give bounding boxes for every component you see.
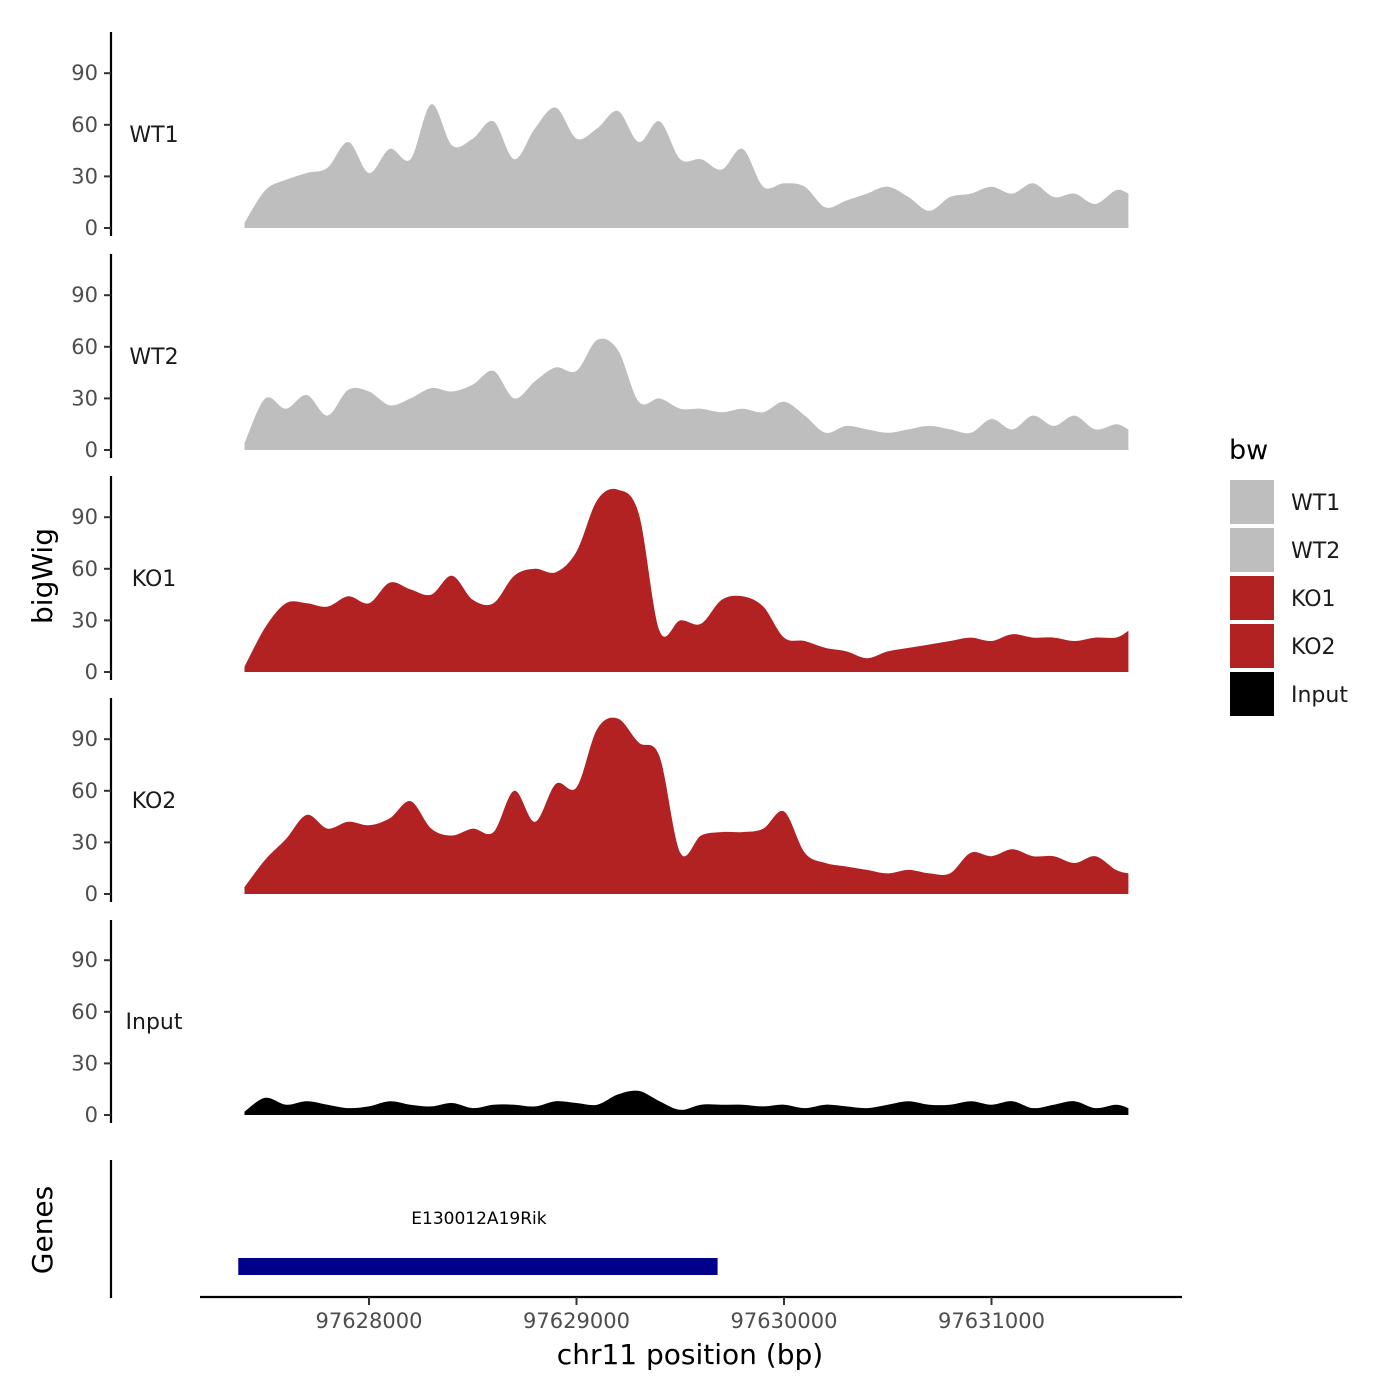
y-tick-label: 60 <box>71 1000 98 1024</box>
legend-key-ko2 <box>1230 624 1274 668</box>
y-tick-label: 90 <box>71 727 98 751</box>
y-tick-label: 90 <box>71 61 98 85</box>
y-tick-label: 30 <box>71 1051 98 1075</box>
legend-label-ko2: KO2 <box>1291 635 1336 660</box>
y-tick-label: 90 <box>71 505 98 529</box>
track-label-ko1: KO1 <box>132 567 177 592</box>
track-input: 0 30 60 90 Input <box>71 920 1129 1127</box>
track-wt2: 0 30 60 90 WT2 <box>71 254 1129 462</box>
x-axis: chr11 position (bp) 97628000 97629000 9763… <box>200 1295 1182 1371</box>
area-ko2 <box>244 717 1129 894</box>
area-wt2 <box>244 338 1129 450</box>
y-tick-label: 30 <box>71 608 98 632</box>
y-tick-label: 90 <box>71 948 98 972</box>
gene-bar <box>238 1258 718 1275</box>
legend-label-input: Input <box>1291 683 1348 708</box>
tracks-layer: 0 30 60 90 WT1 0 30 60 90 WT2 0 30 60 90 KO1 0 30 60 90 KO2… <box>71 32 1129 1127</box>
x-tick-label: 97629000 <box>523 1309 630 1333</box>
track-wt1: 0 30 60 90 WT1 <box>71 32 1129 240</box>
legend-label-wt2: WT2 <box>1291 539 1340 564</box>
track-label-wt1: WT1 <box>129 123 178 148</box>
y-tick-label: 30 <box>71 164 98 188</box>
y-tick-label: 60 <box>71 335 98 359</box>
track-ko2: 0 30 60 90 KO2 <box>71 698 1129 906</box>
legend-key-wt2 <box>1230 528 1274 572</box>
track-ko1: 0 30 60 90 KO1 <box>71 476 1129 684</box>
gene-track: Genes E130012A19Rik <box>26 1160 718 1298</box>
track-label-input: Input <box>126 1010 183 1035</box>
gene-label: E130012A19Rik <box>411 1209 546 1229</box>
y-tick-label: 30 <box>71 386 98 410</box>
y-tick-label: 0 <box>85 438 98 462</box>
legend-title: bw <box>1229 435 1268 466</box>
y-tick-label: 60 <box>71 113 98 137</box>
area-ko1 <box>244 488 1129 672</box>
genes-track-label: Genes <box>26 1186 59 1274</box>
legend-label-ko1: KO1 <box>1291 587 1336 612</box>
y-tick-label: 60 <box>71 779 98 803</box>
x-axis-title: chr11 position (bp) <box>557 1338 823 1371</box>
y-tick-label: 0 <box>85 216 98 240</box>
y-tick-label: 90 <box>71 283 98 307</box>
y-axis-title: bigWig <box>26 528 59 624</box>
area-wt1 <box>244 104 1129 228</box>
track-label-ko2: KO2 <box>132 789 177 814</box>
legend-key-input <box>1230 672 1274 716</box>
x-tick-label: 97631000 <box>938 1309 1045 1333</box>
y-tick-label: 30 <box>71 830 98 854</box>
y-tick-label: 0 <box>85 660 98 684</box>
y-tick-label: 60 <box>71 557 98 581</box>
legend-key-wt1 <box>1230 480 1274 524</box>
track-label-wt2: WT2 <box>129 345 178 370</box>
legend: bw WT1 WT2 KO1 KO2 Input <box>1229 435 1348 716</box>
y-tick-label: 0 <box>85 1103 98 1127</box>
legend-key-ko1 <box>1230 576 1274 620</box>
legend-label-wt1: WT1 <box>1291 491 1340 516</box>
x-tick-label: 97630000 <box>731 1309 838 1333</box>
area-input <box>244 1090 1129 1115</box>
x-tick-label: 97628000 <box>316 1309 423 1333</box>
y-tick-label: 0 <box>85 882 98 906</box>
